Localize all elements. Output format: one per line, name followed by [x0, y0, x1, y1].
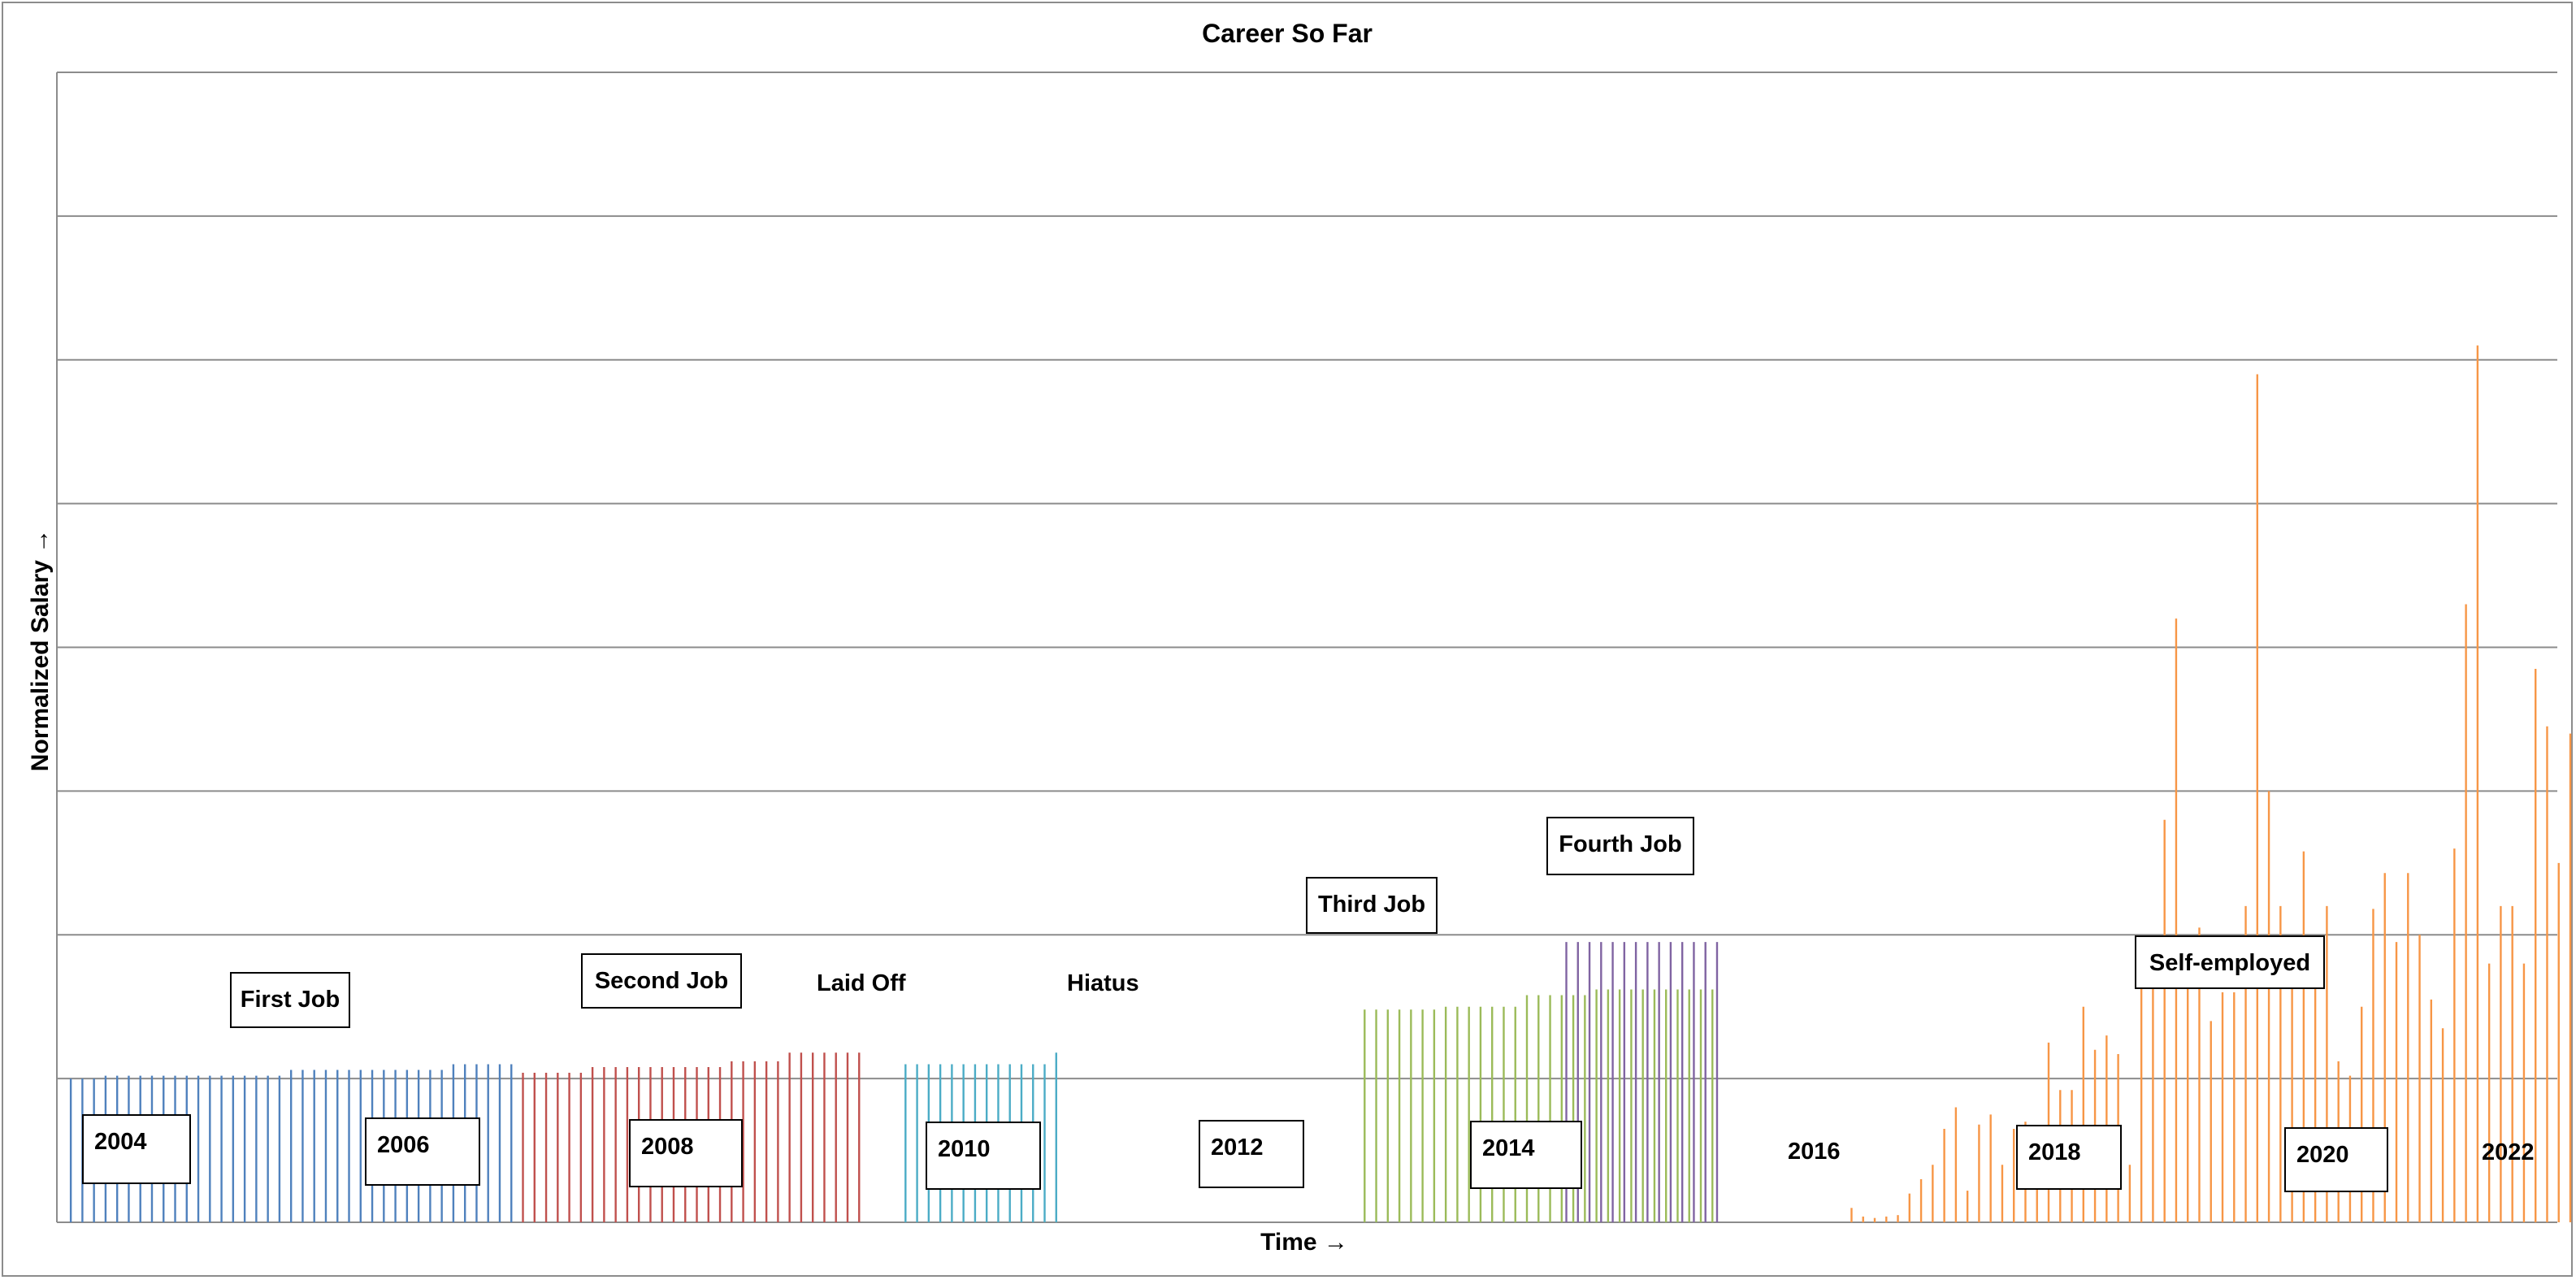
annotation-box [581, 953, 742, 1009]
year-box [2284, 1127, 2388, 1192]
annotation-first-job: First Job [230, 972, 350, 1028]
annotation-text: Laid Off [817, 970, 906, 996]
year-label-2014: 2014 [1470, 1121, 1582, 1189]
year-text: 2004 [94, 1129, 147, 1155]
year-text: 2020 [2296, 1142, 2349, 1168]
annotation-text: First Job [241, 987, 340, 1013]
year-box [82, 1114, 191, 1184]
annotation-box [1306, 877, 1438, 934]
annotation-hiatus: Hiatus [1067, 970, 1139, 996]
year-box [1470, 1121, 1582, 1189]
annotation-laid-off: Laid Off [817, 970, 906, 996]
annotation-third-job: Third Job [1306, 877, 1438, 934]
annotation-text: Self-employed [2149, 950, 2310, 976]
year-label-2006: 2006 [365, 1117, 480, 1186]
annotation-box [1546, 817, 1694, 875]
year-markers: 2004 2006 2008 2010 2012 2014 2016 2018 2020 2022 [82, 1114, 2535, 1192]
chart-title: Career So Far [1202, 19, 1373, 48]
annotation-text: Fourth Job [1559, 831, 1681, 857]
annotation-text: Second Job [595, 968, 728, 994]
year-box [365, 1117, 480, 1186]
annotation-fourth-job: Fourth Job [1546, 817, 1694, 875]
year-label-2004: 2004 [82, 1114, 191, 1184]
year-box [926, 1122, 1041, 1190]
year-label-2016: 2016 [1788, 1139, 1841, 1165]
year-label-2022: 2022 [2482, 1139, 2535, 1165]
series-fourth_job [1565, 942, 1719, 1222]
gridlines [56, 72, 2557, 1223]
year-label-2020: 2020 [2284, 1127, 2388, 1192]
annotation-self-employed: Self-employed [2135, 935, 2325, 989]
bars-group [69, 345, 2572, 1222]
annotation-box [2135, 935, 2325, 989]
annotation-second-job: Second Job [581, 953, 742, 1009]
annotation-box [230, 972, 350, 1028]
year-text: 2014 [1482, 1135, 1535, 1161]
year-label-2008: 2008 [629, 1119, 743, 1187]
year-label-2012: 2012 [1199, 1120, 1304, 1188]
year-text: 2012 [1211, 1135, 1264, 1161]
annotations: First Job Second Job Laid Off Hiatus Third J… [230, 817, 2325, 1028]
year-box [1199, 1120, 1304, 1188]
x-axis-label: Time → [1260, 1229, 1348, 1256]
year-text: 2008 [641, 1134, 694, 1160]
year-text: 2010 [938, 1136, 991, 1162]
annotation-text: Third Job [1318, 892, 1425, 918]
year-label-2018: 2018 [2016, 1125, 2122, 1190]
year-text: 2006 [377, 1132, 430, 1158]
year-box [2016, 1125, 2122, 1190]
year-text: 2022 [2482, 1139, 2535, 1165]
year-label-2010: 2010 [926, 1122, 1041, 1190]
year-text: 2016 [1788, 1139, 1841, 1165]
year-text: 2018 [2028, 1139, 2081, 1165]
year-box [629, 1119, 743, 1187]
annotation-text: Hiatus [1067, 970, 1139, 996]
y-axis-label: Normalized Salary → [27, 529, 54, 771]
series-second_job [522, 1052, 861, 1222]
